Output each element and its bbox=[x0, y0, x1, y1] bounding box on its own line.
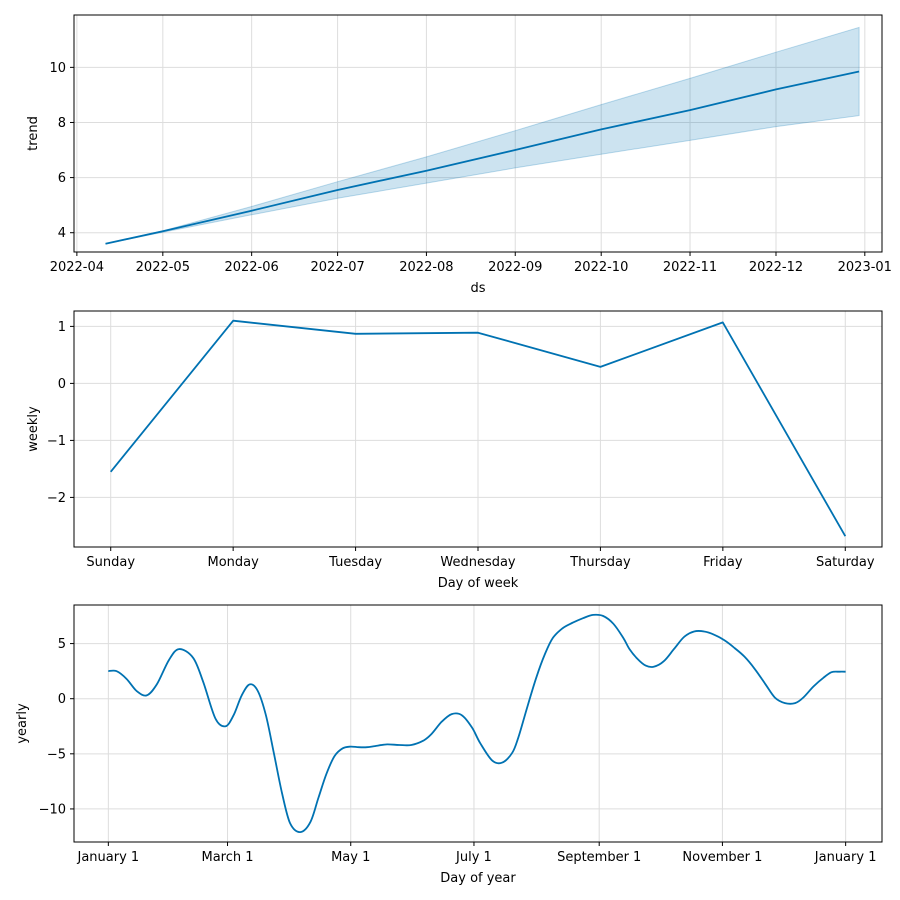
y-tick-label: −10 bbox=[39, 802, 66, 817]
x-tick-label: January 1 bbox=[814, 850, 877, 865]
x-tick-label: Wednesday bbox=[440, 555, 516, 570]
y-tick-label: 6 bbox=[58, 171, 66, 186]
x-tick-label: 2022-07 bbox=[310, 260, 364, 275]
x-tick-label: March 1 bbox=[201, 850, 253, 865]
series-line-yearly bbox=[108, 613, 846, 833]
y-axis-label: trend bbox=[26, 116, 41, 151]
axes-frame bbox=[73, 604, 883, 843]
chart-panel-yearly: January 1 March 1 May 1 July 1 September 1 No… bbox=[15, 604, 883, 886]
y-tick-label: 4 bbox=[58, 226, 66, 241]
x-tick-label: Friday bbox=[703, 555, 743, 570]
x-tick-label: 2022-12 bbox=[749, 260, 803, 275]
y-tick-label: 10 bbox=[49, 61, 66, 76]
y-tick-label: 0 bbox=[58, 692, 66, 707]
x-tick-label: 2022-05 bbox=[136, 260, 190, 275]
x-tick-label: November 1 bbox=[682, 850, 762, 865]
chart-panel-weekly: Sunday Monday Tuesday Wednesday Thursday Frid… bbox=[26, 310, 883, 591]
y-tick-label: 0 bbox=[58, 377, 66, 392]
x-tick-label: Thursday bbox=[569, 555, 631, 570]
y-tick-label: −2 bbox=[47, 491, 66, 506]
x-tick-label: 2022-11 bbox=[663, 260, 717, 275]
x-tick-label: July 1 bbox=[455, 850, 492, 865]
x-tick-label: May 1 bbox=[331, 850, 370, 865]
x-tick-label: 2022-06 bbox=[224, 260, 278, 275]
y-tick-label: 1 bbox=[58, 320, 66, 335]
x-axis-label: Day of year bbox=[440, 871, 516, 886]
x-tick-label: 2022-10 bbox=[574, 260, 628, 275]
series-line-weekly bbox=[110, 319, 847, 537]
x-tick-label: Monday bbox=[207, 555, 259, 570]
x-tick-label: 2022-09 bbox=[488, 260, 542, 275]
y-tick-label: 8 bbox=[58, 116, 66, 131]
chart-panel-trend: 2022-04 2022-05 2022-06 2022-07 2022-08 2022-… bbox=[26, 14, 892, 296]
x-tick-label: Tuesday bbox=[328, 555, 382, 570]
series-line-trend bbox=[105, 70, 860, 245]
axes-frame bbox=[73, 14, 883, 253]
y-tick-label: −1 bbox=[47, 434, 66, 449]
x-tick-label: 2022-08 bbox=[399, 260, 453, 275]
y-tick-label: −5 bbox=[47, 747, 66, 762]
x-tick-label: 2022-04 bbox=[50, 260, 104, 275]
x-axis-label: ds bbox=[470, 281, 485, 296]
x-tick-label: 2023-01 bbox=[838, 260, 892, 275]
y-axis-label: weekly bbox=[26, 406, 41, 452]
x-tick-label: September 1 bbox=[557, 850, 641, 865]
x-tick-label: Saturday bbox=[816, 555, 875, 570]
y-tick-label: 5 bbox=[58, 637, 66, 652]
x-tick-label: January 1 bbox=[76, 850, 139, 865]
x-axis-label: Day of week bbox=[438, 576, 519, 591]
y-axis-label: yearly bbox=[15, 703, 30, 744]
x-tick-label: Sunday bbox=[86, 555, 135, 570]
